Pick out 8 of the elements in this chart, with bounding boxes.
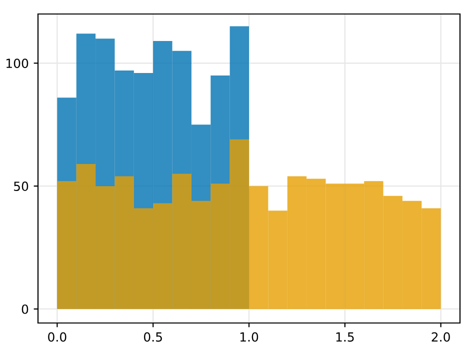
- x-tick-label: 2.0: [432, 332, 450, 342]
- x-tick-label: 0.5: [144, 332, 162, 342]
- x-tick-label: 1.0: [240, 332, 258, 342]
- y-tick-label: 100: [6, 58, 28, 68]
- x-tick-label: 0.0: [48, 332, 66, 342]
- y-tick-label: 0: [22, 304, 28, 314]
- y-tick-label: 50: [14, 182, 28, 192]
- x-tick-label: 1.5: [336, 332, 354, 342]
